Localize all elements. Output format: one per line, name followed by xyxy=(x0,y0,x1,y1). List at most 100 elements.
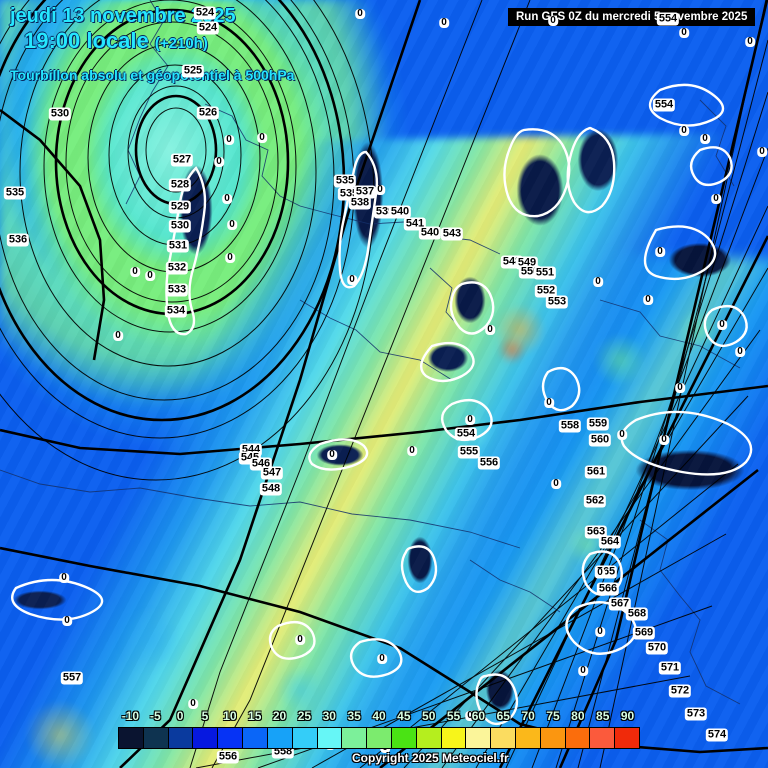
geopotential-label: 573 xyxy=(684,707,708,721)
color-scale-tick: 40 xyxy=(372,709,386,723)
zero-vorticity-label: 0 xyxy=(700,133,710,144)
color-scale-tick: 10 xyxy=(223,709,237,723)
geopotential-label: 530 xyxy=(48,107,72,121)
geopotential-label: 570 xyxy=(645,641,669,655)
zero-vorticity-label: 0 xyxy=(375,184,385,195)
zero-vorticity-label: 0 xyxy=(224,134,234,145)
color-scale-swatch-10 xyxy=(218,728,244,748)
color-scale-swatch-20 xyxy=(267,728,293,748)
zero-vorticity-label: 0 xyxy=(578,665,588,676)
color-scale-tick: 65 xyxy=(496,709,510,723)
color-scale-swatch-85 xyxy=(590,728,616,748)
color-scale-swatch-55 xyxy=(441,728,467,748)
geopotential-label: 529 xyxy=(168,200,192,214)
geopotential-label: 548 xyxy=(259,482,283,496)
zero-vorticity-label: 0 xyxy=(593,276,603,287)
geopotential-label: 559 xyxy=(586,417,610,431)
geopotential-label: 571 xyxy=(658,661,682,675)
geopotential-label: 537 xyxy=(353,185,377,199)
zero-vorticity-label: 0 xyxy=(485,324,495,335)
color-scale-swatch-90 xyxy=(615,728,640,748)
zero-vorticity-label: 0 xyxy=(257,132,267,143)
zero-vorticity-label: 0 xyxy=(225,252,235,263)
color-scale-tick: -5 xyxy=(149,709,161,723)
zero-vorticity-label: 0 xyxy=(113,330,123,341)
parameter-title: Tourbillon absolu et géopotentiel à 500h… xyxy=(10,67,295,83)
zero-vorticity-label: 0 xyxy=(377,653,387,664)
zero-vorticity-label: 0 xyxy=(659,434,669,445)
zero-vorticity-label: 0 xyxy=(214,156,224,167)
copyright-notice: Copyright 2025 Meteociel.fr xyxy=(352,751,509,765)
geopotential-label: 557 xyxy=(60,671,84,685)
zero-vorticity-label: 0 xyxy=(745,36,755,47)
color-scale-tick: 15 xyxy=(248,709,262,723)
forecast-time: 19:00 locale (+210h) xyxy=(24,28,294,57)
forecast-lead-time: (+210h) xyxy=(154,35,208,52)
color-scale-tick: -10 xyxy=(121,709,140,723)
color-scale-swatch--10 xyxy=(119,728,144,748)
color-scale-swatch-15 xyxy=(243,728,268,748)
zero-vorticity-label: 0 xyxy=(655,246,665,257)
color-scale-swatch-30 xyxy=(317,728,343,748)
zero-vorticity-label: 0 xyxy=(711,193,721,204)
zero-vorticity-label: 0 xyxy=(227,219,237,230)
color-scale-tick: 25 xyxy=(297,709,312,723)
geopotential-label: 536 xyxy=(6,233,30,247)
zero-vorticity-label: 0 xyxy=(59,572,69,583)
color-scale-swatch-25 xyxy=(292,728,318,748)
zero-vorticity-label: 0 xyxy=(679,125,689,136)
geopotential-label: 540 xyxy=(388,205,412,219)
geopotential-label: 531 xyxy=(166,239,190,253)
color-scale-swatch-5 xyxy=(193,728,219,748)
zero-vorticity-label: 0 xyxy=(355,8,365,19)
zero-vorticity-label: 0 xyxy=(643,294,653,305)
color-scale-swatch--5 xyxy=(143,728,169,748)
geopotential-label: 524 xyxy=(193,6,217,20)
zero-vorticity-label: 0 xyxy=(145,270,155,281)
geopotential-label: 558 xyxy=(558,419,582,433)
geopotential-label: 530 xyxy=(168,219,192,233)
zero-vorticity-label: 0 xyxy=(188,698,198,709)
zero-vorticity-label: 0 xyxy=(407,445,417,456)
geopotential-label: 562 xyxy=(583,494,607,508)
geopotential-label: 554 xyxy=(652,98,676,112)
geopotential-label: 555 xyxy=(457,445,481,459)
color-scale-tick: 55 xyxy=(446,709,461,723)
color-scale-swatch-35 xyxy=(342,728,368,748)
zero-vorticity-label: 0 xyxy=(717,319,727,330)
geopotential-label: 569 xyxy=(632,626,656,640)
geopotential-label: 572 xyxy=(668,684,692,698)
geopotential-label: 535 xyxy=(3,186,27,200)
geopotential-label: 563 xyxy=(584,525,608,539)
zero-vorticity-label: 0 xyxy=(130,266,140,277)
zero-vorticity-label: 0 xyxy=(327,449,337,460)
color-scale-tick: 5 xyxy=(201,709,209,723)
map-header: jeudi 13 novembre 2025 19:00 locale (+21… xyxy=(10,4,294,84)
geopotential-label: 540 xyxy=(418,226,442,240)
geopotential-label: 535 xyxy=(333,174,357,188)
geopotential-label: 547 xyxy=(260,466,284,480)
geopotential-label: 560 xyxy=(588,433,612,447)
geopotential-label: 568 xyxy=(625,607,649,621)
geopotential-label: 561 xyxy=(584,465,608,479)
geopotential-label: 543 xyxy=(440,227,464,241)
color-scale-tick: 75 xyxy=(546,709,560,723)
color-scale-swatch-75 xyxy=(540,728,566,748)
color-scale-swatch-40 xyxy=(367,728,392,748)
geopotential-label: 553 xyxy=(545,295,569,309)
forecast-time-value: 19:00 locale xyxy=(24,28,149,53)
color-scale-tick: 70 xyxy=(521,709,535,723)
color-scale-bar[interactable] xyxy=(118,727,640,749)
color-scale-tick: 50 xyxy=(422,709,436,723)
color-scale-tick: 90 xyxy=(620,709,635,723)
zero-vorticity-label: 0 xyxy=(465,414,475,425)
geopotential-label: 528 xyxy=(168,178,192,192)
geopotential-label: 534 xyxy=(164,304,188,318)
geopotential-label: 533 xyxy=(165,283,189,297)
color-scale-swatch-60 xyxy=(466,728,492,748)
geopotential-label: 527 xyxy=(170,153,194,167)
color-scale-swatch-80 xyxy=(565,728,591,748)
color-scale-tick: 20 xyxy=(272,709,287,723)
geopotential-label: 564 xyxy=(598,535,622,549)
